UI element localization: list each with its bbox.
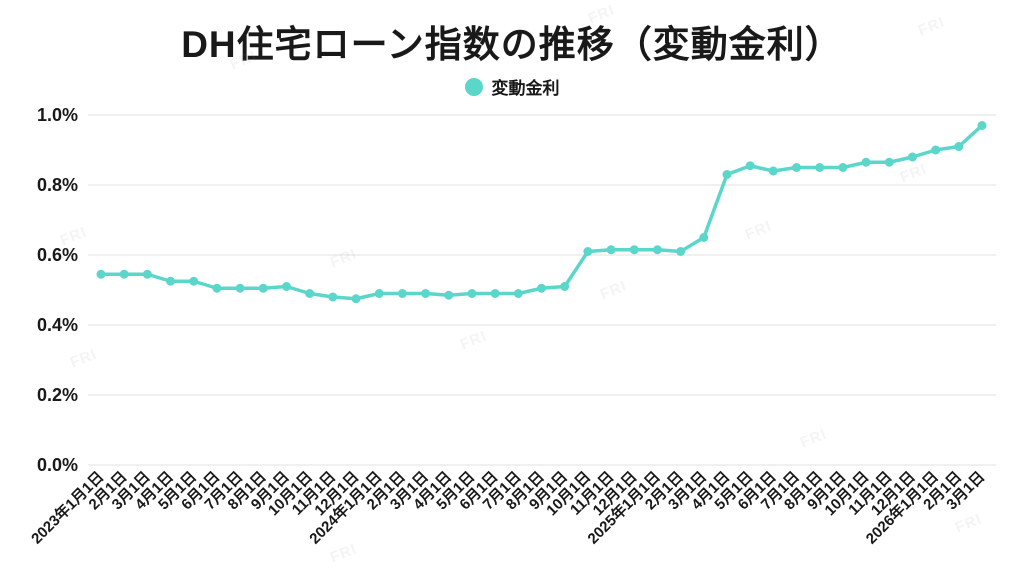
data-point [281,282,291,291]
data-point [722,170,732,179]
data-point [838,163,848,172]
data-point [676,247,686,256]
data-point [444,290,454,300]
data-point [931,145,941,155]
data-point [374,289,384,298]
data-point [328,292,338,302]
data-point [652,245,662,255]
data-point [907,152,917,162]
data-point [583,247,593,256]
data-point [606,245,616,255]
data-point [96,269,106,279]
data-point [977,121,987,130]
data-point [351,294,361,304]
data-point [954,142,964,151]
data-point [189,276,199,286]
legend: 変動金利 [0,74,1024,99]
data-point [119,269,129,279]
y-tick-label: 0.4% [37,315,78,335]
data-point [235,283,245,293]
data-point [166,276,176,286]
legend-label: 変動金利 [491,79,560,98]
chart-title: DH住宅ローン指数の推移（変動金利） [181,24,843,65]
data-point [537,283,546,293]
data-point [421,289,431,298]
y-tick-label: 0.8% [37,175,78,195]
data-point [629,245,639,255]
series-line [99,123,984,301]
data-point [745,161,755,171]
data-point [560,282,570,291]
data-point [212,283,222,293]
data-point [768,166,778,176]
data-point [815,163,825,172]
data-point [467,289,477,298]
data-point [513,289,523,298]
data-point [792,163,802,172]
data-point [884,157,894,167]
y-tick-label: 0.6% [37,245,78,265]
data-point [861,157,871,167]
data-point [258,283,268,293]
data-point [490,289,500,298]
data-point [397,289,407,298]
legend-marker-icon [464,77,483,96]
data-point [305,289,315,298]
data-point [142,269,152,279]
data-point [699,233,709,242]
y-tick-label: 1.0% [37,105,78,125]
y-tick-label: 0.2% [37,385,78,405]
y-tick-label: 0.0% [37,455,78,475]
